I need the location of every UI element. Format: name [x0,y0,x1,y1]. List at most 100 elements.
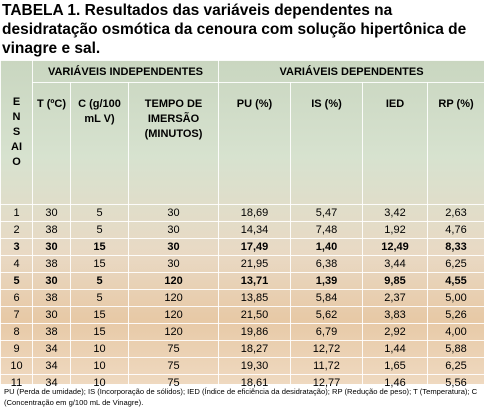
table-cell: 5,88 [427,340,484,358]
column-header: C (g/100 mL V) [70,82,129,205]
table-cell: 19,30 [218,357,292,375]
column-header: IED [362,82,429,205]
table-cell: 15 [70,238,129,256]
table-row: 2 38 5 30 14,34 7,48 1,92 4,76 [0,221,484,239]
table-row: 11 34 10 75 18,61 12,77 1,46 5,56 [0,374,484,392]
table-cell: 2,63 [427,204,484,222]
table-cell: 2 [0,221,33,239]
table-row: 10 34 10 75 19,30 11,72 1,65 6,25 [0,357,484,375]
table-cell: 120 [127,306,220,324]
table-cell: 120 [127,323,220,341]
footnote: PU (Perda de umidade); IS (Incorporação … [4,387,478,407]
table-cell: 38 [32,221,71,239]
table-cell: 30 [127,255,220,273]
row-header-letter: O [12,156,21,168]
table-cell: 13,85 [218,289,292,307]
table-cell: 1,92 [362,221,429,239]
row-header-letter: N [12,111,21,123]
table-cell: 18,69 [218,204,292,222]
table-cell: 120 [127,272,220,290]
table-cell: 8 [0,323,33,341]
table-row: 5 30 5 120 13,71 1,39 9,85 4,55 [0,272,484,290]
column-header: RP (%) [427,82,484,205]
table-cell: 30 [32,238,71,256]
table-cell: 1,46 [362,374,429,392]
results-table: E N S AI O VARIÁVEIS INDEPENDENTES VARIÁVEIS… [0,60,484,392]
table-cell: 12,77 [290,374,364,392]
table-row: 7 30 15 120 21,50 5,62 3,83 5,26 [0,306,484,324]
table-cell: 6,25 [427,357,484,375]
table-cell: 5,56 [427,374,484,392]
table-cell: 5 [70,289,129,307]
column-header: TEMPO DE IMERSÃO (MINUTOS) [127,82,220,205]
table-cell: 30 [127,238,220,256]
table-cell: 30 [32,272,71,290]
table-cell: 11,72 [290,357,364,375]
table-cell: 12,72 [290,340,364,358]
table-cell: 38 [32,255,71,273]
table-cell: 2,37 [362,289,429,307]
column-header: IS (%) [290,82,364,205]
row-header-letter: S [12,126,21,138]
table-cell: 1,40 [290,238,364,256]
table-row: 8 38 15 120 19,86 6,79 2,92 4,00 [0,323,484,341]
table-cell: 17,49 [218,238,292,256]
column-header: PU (%) [218,82,292,205]
table-cell: 5,00 [427,289,484,307]
table-cell: 1,39 [290,272,364,290]
table-row: 9 34 10 75 18,27 12,72 1,44 5,88 [0,340,484,358]
table-cell: 75 [127,374,220,392]
table-cell: 5,47 [290,204,364,222]
table-cell: 3,44 [362,255,429,273]
table-cell: 15 [70,306,129,324]
table-cell: 14,34 [218,221,292,239]
table-cell: 5 [70,221,129,239]
table-cell: 5,84 [290,289,364,307]
table-cell: 4,00 [427,323,484,341]
table-cell: 15 [70,323,129,341]
table-cell: 3 [0,238,33,256]
table-cell: 11 [0,374,33,392]
table-cell: 8,33 [427,238,484,256]
table-cell: 6,79 [290,323,364,341]
table-cell: 7 [0,306,33,324]
table-panel: E N S AI O VARIÁVEIS INDEPENDENTES VARIÁVEIS… [0,60,484,392]
table-cell: 21,50 [218,306,292,324]
table-cell: 10 [70,357,129,375]
table-cell: 5 [70,204,129,222]
table-title: TABELA 1. Resultados das variáveis depen… [2,2,467,57]
group-header: VARIÁVEIS DEPENDENTES [218,60,484,83]
row-header: E N S AI O [0,60,33,205]
table-cell: 18,61 [218,374,292,392]
table-cell: 15 [70,255,129,273]
table-cell: 34 [32,357,71,375]
group-header: VARIÁVEIS INDEPENDENTES [31,60,220,83]
table-cell: 12,49 [362,238,429,256]
table-cell: 38 [32,289,71,307]
table-cell: 30 [32,204,71,222]
table-cell: 9 [0,340,33,358]
table-cell: 4,55 [427,272,484,290]
table-cell: 30 [32,306,71,324]
table-cell: 4 [0,255,33,273]
table-cell: 5,26 [427,306,484,324]
table-cell: 19,86 [218,323,292,341]
table-row: 4 38 15 30 21,95 6,38 3,44 6,25 [0,255,484,273]
table-cell: 34 [32,340,71,358]
table-cell: 5 [70,272,129,290]
table-row: 1 30 5 30 18,69 5,47 3,42 2,63 [0,204,484,222]
row-header-letter: AI [11,141,22,153]
table-cell: 1,65 [362,357,429,375]
table-cell: 10 [70,340,129,358]
table-cell: 6 [0,289,33,307]
row-header-letter: E [12,96,21,108]
table-cell: 10 [0,357,33,375]
table-row: 6 38 5 120 13,85 5,84 2,37 5,00 [0,289,484,307]
table-cell: 5,62 [290,306,364,324]
table-cell: 1,44 [362,340,429,358]
table-cell: 30 [127,221,220,239]
table-cell: 9,85 [362,272,429,290]
table-cell: 6,38 [290,255,364,273]
table-row: 3 30 15 30 17,49 1,40 12,49 8,33 [0,238,484,256]
